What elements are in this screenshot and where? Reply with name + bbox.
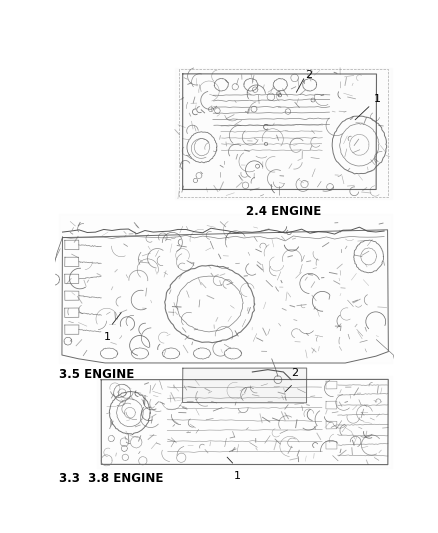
Text: 2: 2 xyxy=(291,368,299,378)
Polygon shape xyxy=(183,368,307,403)
Text: 1: 1 xyxy=(104,332,111,342)
Text: 2.4 ENGINE: 2.4 ENGINE xyxy=(246,205,321,218)
Text: 1: 1 xyxy=(233,471,240,481)
Text: 2: 2 xyxy=(305,70,312,80)
Polygon shape xyxy=(59,214,392,363)
Text: 3.5 ENGINE: 3.5 ENGINE xyxy=(59,368,134,381)
Polygon shape xyxy=(175,68,392,199)
Text: 1: 1 xyxy=(374,94,381,103)
Text: 3.3  3.8 ENGINE: 3.3 3.8 ENGINE xyxy=(59,472,163,485)
Polygon shape xyxy=(97,376,392,468)
